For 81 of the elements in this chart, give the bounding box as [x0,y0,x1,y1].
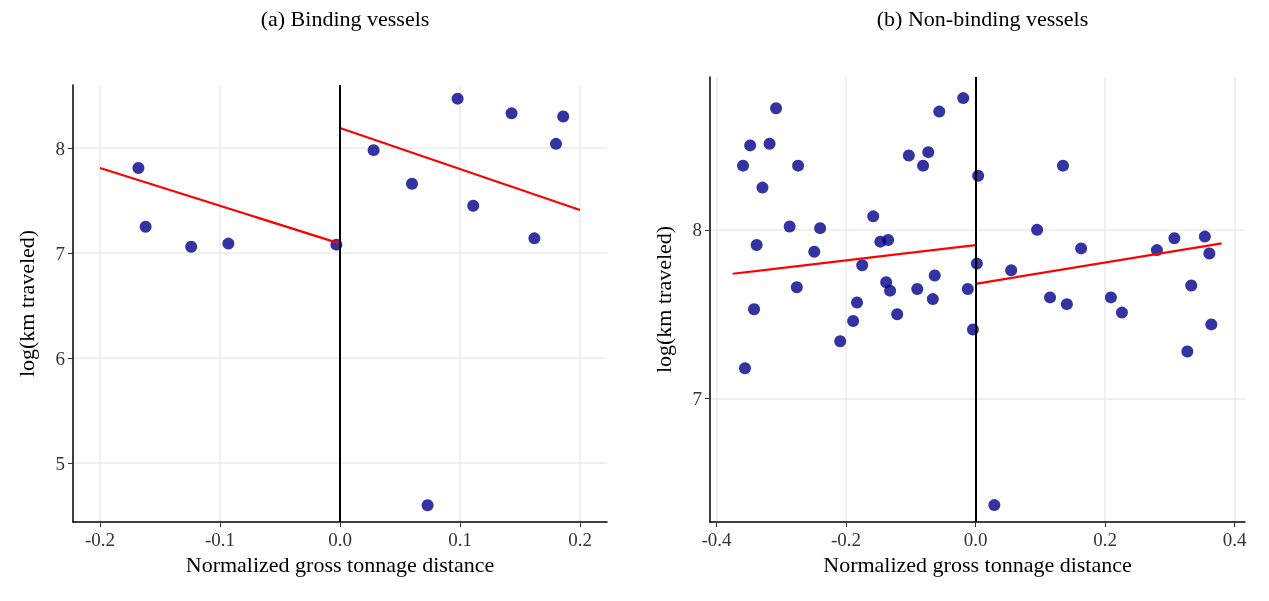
point [834,335,847,348]
point [367,144,380,157]
point [922,146,935,159]
y-axis-title: log(km traveled) [650,225,676,374]
point [988,499,1001,512]
point [933,105,946,118]
chart-title: (a) Binding vessels [260,5,430,31]
point [884,284,897,297]
point [763,137,776,150]
point [748,303,761,316]
point [1205,318,1218,331]
point [406,177,418,190]
point [1044,291,1057,304]
point [814,222,827,235]
point [928,269,941,282]
y-tick-label: 7 [55,242,65,264]
point [1185,279,1198,292]
point [744,139,757,152]
point [1031,223,1044,236]
point [851,296,864,309]
point [750,239,763,252]
point [1198,230,1211,243]
y-tick-label: 6 [55,347,65,369]
x-tick-label: 0.0 [963,529,988,550]
point [451,92,464,105]
point [505,107,518,120]
point [902,149,915,162]
point [882,233,895,246]
point [557,110,570,123]
point [139,220,152,233]
point [1168,232,1181,245]
y-tick-label: 7 [692,388,702,410]
point [550,137,562,150]
point [770,102,783,115]
point [528,232,541,245]
y-tick-label: 5 [55,452,65,474]
point [1075,242,1088,255]
x-axis-title: Normalized gross tonnage distance [823,552,1132,578]
point [856,259,869,272]
x-tick-label: 0.1 [448,529,472,550]
point [847,315,860,328]
point [891,308,904,321]
point [737,159,750,172]
x-tick-label: -0.2 [84,529,116,550]
x-tick-label: -0.1 [204,529,236,550]
x-tick-label: 0.2 [568,529,592,550]
point [1060,298,1073,311]
point [880,276,893,289]
x-tick-label: 0.2 [1093,529,1117,550]
point [961,282,974,295]
point [867,210,880,223]
y-tick-label: 8 [692,219,702,241]
point [783,220,796,233]
point [132,161,145,174]
point [792,159,805,172]
y-axis-title: log(km traveled) [13,229,39,378]
point [1181,345,1194,358]
point [790,281,803,294]
point [1203,247,1216,260]
point [911,282,924,295]
x-tick-label: 0.4 [1222,529,1248,550]
point [957,92,970,105]
x-tick-label: -0.2 [830,529,862,550]
point [1115,306,1128,319]
point [738,362,751,375]
point [467,199,480,212]
point [185,240,198,253]
y-tick-label: 8 [55,137,65,159]
x-tick-label: -0.4 [701,529,733,550]
point [421,499,434,512]
point [917,159,930,172]
point [808,245,821,258]
point [222,237,235,250]
point [1057,159,1069,172]
chart-title: (b) Non-binding vessels [876,5,1089,31]
point [1104,291,1117,304]
point [1005,264,1018,277]
point [926,293,939,306]
x-tick-label: 0.0 [328,529,352,550]
x-axis-title: Normalized gross tonnage distance [185,552,495,578]
point [756,181,769,194]
